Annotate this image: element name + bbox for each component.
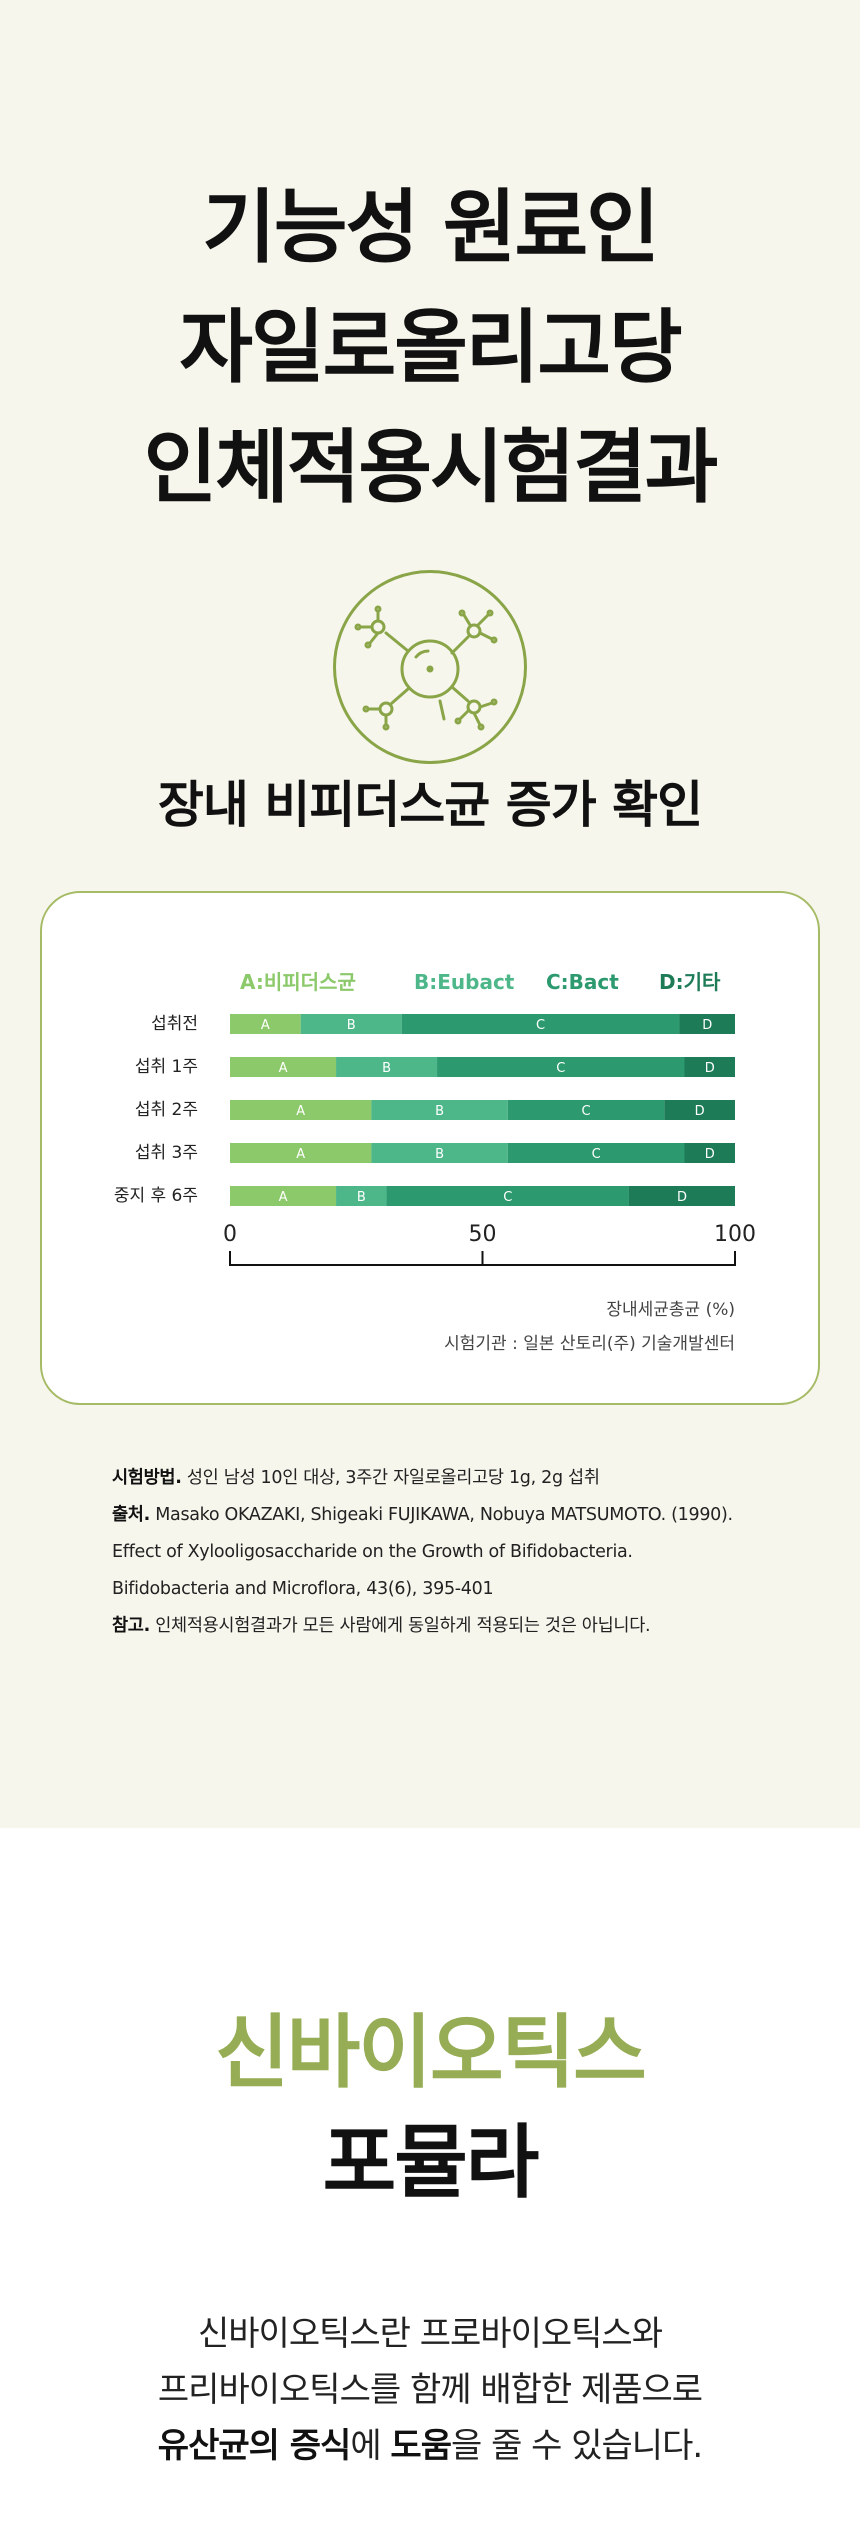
bar-segment — [230, 1100, 372, 1120]
segment-label: A — [279, 1061, 288, 1076]
segment-label: B — [435, 1104, 444, 1119]
segment-label: A — [296, 1147, 305, 1162]
category-label: 섭취 2주 — [135, 1100, 198, 1120]
segment-label: C — [581, 1104, 590, 1119]
segment-label: D — [705, 1147, 715, 1162]
segment-label: B — [435, 1147, 444, 1162]
method-text: 성인 남성 10인 대상, 3주간 자일로올리고당 1g, 2g 섭취 — [181, 1468, 600, 1488]
study-notes: 시험방법. 성인 남성 10인 대상, 3주간 자일로올리고당 1g, 2g 섭… — [112, 1460, 792, 1645]
bar-segment — [401, 1014, 680, 1034]
bar-segment — [664, 1100, 735, 1120]
category-label: 섭취전 — [151, 1014, 198, 1034]
bar-segment — [507, 1143, 685, 1163]
reference-text: 인체적용시험결과가 모든 사람에게 동일하게 적용되는 것은 아닙니다. — [149, 1616, 651, 1636]
category-label: 섭취 3주 — [135, 1143, 198, 1163]
segment-label: D — [677, 1190, 687, 1205]
segment-label: C — [556, 1061, 565, 1076]
segment-label: B — [347, 1018, 356, 1033]
highlight-growth: 유산균의 증식 — [157, 2426, 352, 2466]
legend-item: A:비피더스균 — [240, 970, 356, 994]
bar-segment — [684, 1057, 735, 1077]
bar-segment — [300, 1014, 402, 1034]
title-line-3: 인체적용시험결과 — [143, 421, 719, 514]
bar-segment — [230, 1186, 337, 1206]
segment-label: A — [279, 1190, 288, 1205]
description-line-2: 프리바이오틱스를 함께 배합한 제품으로 — [157, 2370, 703, 2410]
bar-segment — [679, 1014, 735, 1034]
bar-segment — [628, 1186, 735, 1206]
description-line-3: 유산균의 증식에 도움을 줄 수 있습니다. — [0, 2418, 860, 2474]
description-mid: 에 — [350, 2426, 391, 2466]
segment-label: C — [536, 1018, 545, 1033]
bar-segment — [371, 1100, 508, 1120]
x-axis-label: 장내세균총균 (%) — [606, 1300, 735, 1320]
description-rest: 을 줄 수 있습니다. — [450, 2426, 703, 2466]
bar-segment — [386, 1186, 629, 1206]
segment-label: B — [357, 1190, 366, 1205]
synbiotics-description: 신바이오틱스란 프로바이오틱스와 프리바이오틱스를 함께 배합한 제품으로 유산… — [0, 2306, 860, 2474]
bar-segment — [230, 1143, 372, 1163]
method-note: 시험방법. 성인 남성 10인 대상, 3주간 자일로올리고당 1g, 2g 섭… — [112, 1460, 792, 1497]
method-label: 시험방법. — [112, 1468, 182, 1488]
bar-segment — [507, 1100, 665, 1120]
bar-segment — [336, 1186, 387, 1206]
legend-item: C:Bact — [546, 970, 619, 994]
molecule-icon — [333, 570, 527, 764]
bar-segment — [230, 1014, 301, 1034]
reference-note: 참고. 인체적용시험결과가 모든 사람에게 동일하게 적용되는 것은 아닙니다. — [112, 1608, 792, 1645]
section-subtitle: 장내 비피더스균 증가 확인 — [157, 776, 703, 834]
x-tick-label: 100 — [714, 1222, 756, 1247]
page-title: 기능성 원료인 자일로올리고당 인체적용시험결과 — [0, 168, 860, 528]
segment-label: D — [705, 1061, 715, 1076]
source-line-3: Bifidobacteria and Microflora, 43(6), 39… — [112, 1579, 494, 1599]
segment-label: A — [261, 1018, 270, 1033]
synbiotics-section: 신바이오틱스 포뮬라 신바이오틱스란 프로바이오틱스와 프리바이오틱스를 함께 … — [0, 1828, 860, 2533]
category-label: 섭취 1주 — [135, 1057, 198, 1077]
chart-source: 시험기관 : 일본 산토리(주) 기술개발센터 — [444, 1334, 735, 1354]
bar-segment — [230, 1057, 337, 1077]
segment-label: A — [296, 1104, 305, 1119]
xos-section: 기능성 원료인 자일로올리고당 인체적용시험결과 장내 비 — [0, 0, 860, 1828]
segment-label: B — [382, 1061, 391, 1076]
source-line-2: Effect of Xylooligosaccharide on the Gro… — [112, 1542, 633, 1562]
source-label: 출처. — [112, 1505, 150, 1525]
segment-label: C — [592, 1147, 601, 1162]
source-note: 출처. Masako OKAZAKI, Shigeaki FUJIKAWA, N… — [112, 1497, 792, 1534]
title-line-2: 자일로올리고당 — [179, 301, 682, 394]
description-line-1: 신바이오틱스란 프로바이오틱스와 — [197, 2314, 663, 2354]
highlight-help: 도움 — [390, 2426, 452, 2466]
source-text: Masako OKAZAKI, Shigeaki FUJIKAWA, Nobuy… — [149, 1505, 733, 1525]
bar-segment — [371, 1143, 508, 1163]
title-line-1: 기능성 원료인 — [202, 181, 659, 274]
segment-label: D — [695, 1104, 705, 1119]
synbiotics-title: 신바이오틱스 — [215, 2006, 647, 2099]
bar-segment — [336, 1057, 438, 1077]
legend-item: D:기타 — [659, 970, 721, 994]
segment-label: C — [503, 1190, 512, 1205]
category-label: 중지 후 6주 — [114, 1186, 198, 1206]
bar-segment — [437, 1057, 685, 1077]
x-tick-label: 0 — [223, 1222, 237, 1247]
reference-label: 참고. — [112, 1616, 150, 1636]
legend-item: B:Eubact — [414, 970, 515, 994]
x-tick-label: 50 — [469, 1222, 497, 1247]
bar-segment — [684, 1143, 735, 1163]
formula-title: 포뮬라 — [322, 2116, 540, 2209]
segment-label: D — [702, 1018, 712, 1033]
